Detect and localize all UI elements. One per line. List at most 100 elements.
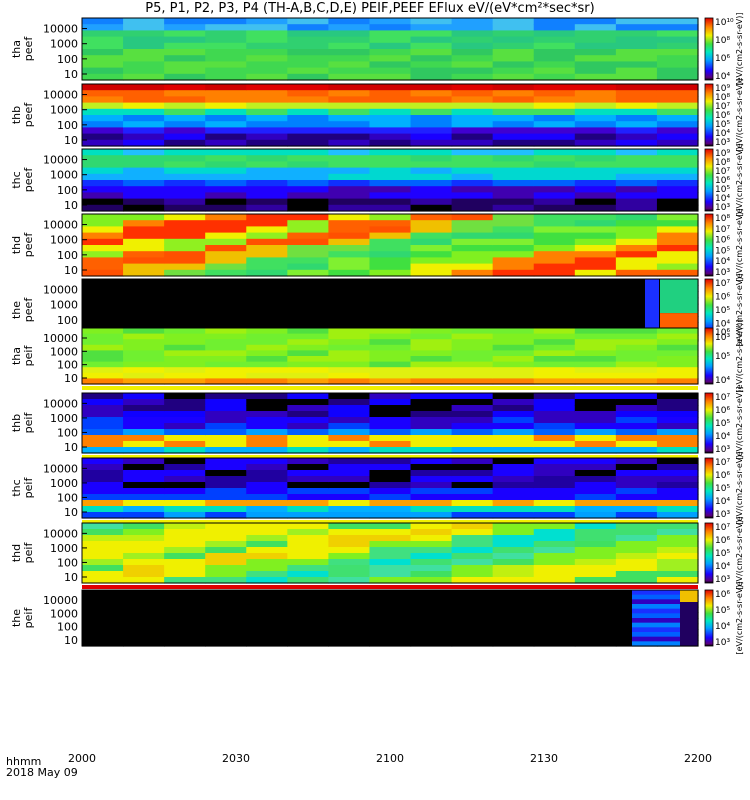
heatmap-cell — [615, 328, 658, 335]
heatmap-cell — [451, 547, 494, 554]
heatmap-cell — [451, 523, 494, 530]
heatmap-cell — [615, 367, 658, 374]
heatmap-cell — [82, 310, 124, 317]
heatmap-cell — [615, 55, 658, 62]
colorbar-tick-label: 10⁵ — [715, 419, 730, 429]
heatmap-cell — [656, 220, 699, 227]
heatmap-cell — [533, 333, 576, 340]
heatmap-cell — [451, 251, 494, 258]
heatmap-cell — [82, 232, 124, 240]
heatmap-cell — [246, 291, 288, 299]
heatmap-cell — [246, 529, 288, 536]
heatmap-cell — [287, 226, 329, 234]
heatmap-cell — [246, 429, 288, 436]
heatmap-cell — [656, 263, 699, 271]
heatmap-cell — [451, 90, 494, 97]
heatmap-cell — [287, 180, 329, 187]
heatmap-cell — [205, 73, 247, 81]
heatmap-cell — [287, 192, 329, 200]
heatmap-cell — [615, 476, 658, 483]
heatmap-cell — [492, 238, 535, 246]
heatmap-cell — [451, 618, 494, 625]
heatmap-cell — [451, 297, 494, 305]
colorbar-tick-label: 10³ — [715, 203, 730, 213]
heatmap-cell — [123, 133, 165, 141]
heatmap-cell — [123, 512, 165, 519]
heatmap-cell — [680, 590, 698, 602]
heatmap-cell — [246, 482, 288, 489]
heatmap-cell — [123, 423, 165, 430]
heatmap-cell — [574, 623, 617, 630]
heatmap-cell — [533, 161, 576, 169]
heatmap-cell — [574, 24, 617, 31]
heatmap-cell — [492, 192, 535, 200]
heatmap-cell — [574, 590, 617, 597]
heatmap-cell — [369, 102, 412, 110]
heatmap-cell — [164, 547, 206, 554]
heatmap-cell — [82, 257, 124, 265]
heatmap-cell — [533, 634, 576, 641]
heatmap-cell — [82, 127, 124, 135]
heatmap-cell — [205, 55, 247, 62]
heatmap-cell — [656, 571, 699, 578]
heatmap-cell — [205, 310, 247, 317]
heatmap-cell — [410, 232, 453, 240]
heatmap-cell — [615, 547, 658, 554]
heatmap-cell — [123, 458, 165, 465]
heatmap-cell — [574, 310, 617, 317]
heatmap-cell — [410, 506, 453, 513]
heatmap-cell — [410, 269, 453, 277]
heatmap-cell — [205, 464, 247, 471]
heatmap-cell — [246, 458, 288, 465]
heatmap-cell — [205, 192, 247, 200]
heatmap-cell — [82, 339, 124, 346]
heatmap-cell — [656, 417, 699, 424]
heatmap-cell — [615, 220, 658, 227]
heatmap-cell — [410, 180, 453, 187]
colorbar-tick-label: 10⁷ — [715, 225, 730, 235]
heatmap-cell — [533, 67, 576, 75]
heatmap-cell — [328, 24, 371, 31]
heatmap-cell — [328, 500, 371, 507]
heatmap-cell — [205, 328, 247, 335]
heatmap-cell — [328, 565, 371, 572]
colorbar-tick-label: 10⁷ — [715, 393, 730, 403]
heatmap-cell — [287, 173, 329, 181]
heatmap-cell — [123, 612, 165, 619]
heatmap-cell — [164, 245, 206, 252]
heatmap-cell — [369, 285, 412, 292]
heatmap-cell — [328, 441, 371, 448]
heatmap-cell — [328, 18, 371, 25]
heatmap-cell — [492, 55, 535, 62]
heatmap-cell — [533, 470, 576, 477]
x-tick-label: 2030 — [222, 752, 250, 765]
heatmap-cell — [82, 405, 124, 412]
heatmap-cell — [328, 232, 371, 240]
heatmap-cell — [615, 257, 658, 265]
colorbar — [704, 522, 714, 584]
heatmap-cell — [246, 447, 288, 454]
heatmap-cell — [492, 447, 535, 454]
heatmap-cell — [164, 399, 206, 406]
heatmap-cell — [410, 127, 453, 135]
heatmap-cell — [410, 464, 453, 471]
heatmap-cell — [205, 155, 247, 162]
heatmap-cell — [287, 506, 329, 513]
heatmap-cell — [656, 180, 699, 187]
heatmap-cell — [574, 356, 617, 363]
heatmap-cell — [287, 367, 329, 374]
heatmap-cell — [533, 378, 576, 385]
heatmap-cell — [656, 333, 699, 340]
heatmap-cell — [164, 612, 206, 619]
heatmap-cell — [328, 155, 371, 162]
y-tick-label: 1000 — [50, 104, 78, 117]
heatmap-cell — [574, 232, 617, 240]
heatmap-cell — [492, 285, 535, 292]
heatmap-cell — [615, 441, 658, 448]
heatmap-cell — [205, 458, 247, 465]
heatmap-cell — [492, 322, 535, 330]
heatmap-cell — [451, 232, 494, 240]
heatmap-cell — [246, 121, 288, 128]
heatmap-cell — [287, 67, 329, 75]
heatmap-cell — [533, 291, 576, 299]
